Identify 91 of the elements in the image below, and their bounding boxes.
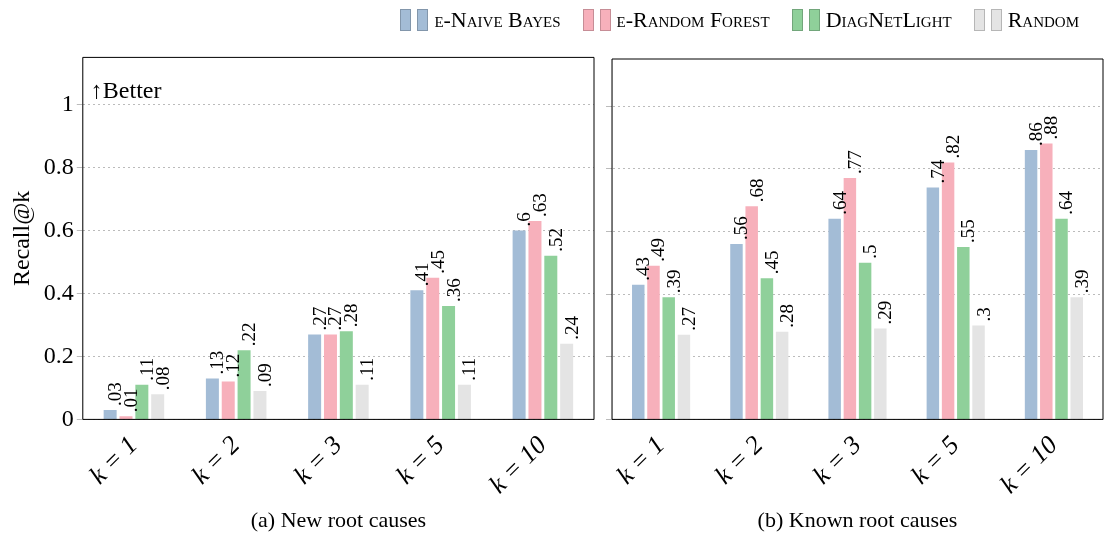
y-tick-label: 0.4 [43, 278, 74, 305]
data-label: .41 [410, 262, 432, 287]
bar [957, 247, 970, 419]
y-tick-label: 1 [61, 89, 74, 116]
data-label: .52 [544, 227, 566, 252]
x-tick-label: k = 2 [185, 429, 246, 490]
bar [119, 416, 133, 419]
bar [745, 206, 758, 419]
bar [410, 290, 424, 419]
data-label: .27 [677, 307, 699, 331]
bar [355, 384, 369, 419]
bar [775, 331, 789, 419]
bar [457, 384, 471, 419]
data-label: .82 [942, 134, 964, 159]
x-tick-label: k = 5 [390, 429, 450, 490]
data-label: .28 [776, 303, 798, 328]
data-label: .55 [957, 219, 979, 244]
annotation: ↑Better [90, 76, 162, 103]
data-label: .28 [340, 303, 362, 328]
y-tick-label: 0.6 [43, 215, 74, 242]
bar [103, 409, 117, 419]
data-label: .64 [1055, 190, 1077, 215]
x-tick-label: k = 1 [83, 429, 143, 490]
bar [323, 334, 337, 419]
legend-label: e-Random Forest [616, 7, 770, 33]
bar [135, 384, 149, 419]
bar [677, 334, 691, 419]
bar [442, 306, 456, 419]
bar [1055, 218, 1068, 419]
data-label: .39 [662, 269, 684, 294]
bar [426, 277, 440, 419]
y-tick-label: 0.8 [43, 152, 74, 179]
data-label: .5 [859, 244, 881, 259]
x-tick-label: k = 10 [994, 429, 1063, 499]
bar [1040, 143, 1053, 419]
data-label: .68 [745, 178, 767, 203]
legend-label: Random [1007, 7, 1079, 33]
data-label: .12 [222, 353, 244, 378]
y-tick-label: 0 [61, 404, 74, 431]
y-axis-title: Recall@k [7, 190, 34, 287]
bar [1024, 149, 1038, 419]
data-label: .74 [926, 159, 948, 184]
bar [221, 381, 235, 419]
data-label: .11 [458, 357, 480, 381]
data-label: .6 [513, 212, 535, 227]
x-tick-label: k = 1 [610, 429, 671, 490]
data-label: .64 [828, 190, 850, 215]
bar [1070, 297, 1083, 419]
x-tick-label: k = 5 [905, 429, 965, 490]
data-label: .11 [356, 357, 378, 381]
data-label: .56 [730, 216, 752, 240]
bar [760, 278, 774, 419]
data-label: .29 [874, 300, 896, 325]
x-axis-title: (a) New root causes [250, 506, 427, 532]
legend-label: e-Naive Bayes [434, 7, 561, 33]
x-tick-label: k = 10 [483, 429, 552, 499]
bar [528, 221, 542, 419]
data-label: .39 [1070, 269, 1092, 294]
bar [874, 328, 887, 419]
bar [560, 343, 574, 419]
x-tick-label: k = 3 [807, 429, 867, 490]
bar [858, 262, 872, 419]
bar [151, 394, 165, 419]
data-label: .3 [972, 307, 994, 322]
bar [828, 218, 841, 419]
y-tick-label: 0.2 [43, 341, 74, 368]
bar [205, 378, 219, 419]
data-label: .45 [760, 250, 782, 275]
bar [926, 187, 940, 419]
data-label: .43 [632, 256, 654, 281]
bar [308, 334, 322, 419]
bar [730, 243, 743, 419]
bar [647, 265, 660, 419]
bar [253, 391, 267, 419]
x-tick-label: k = 2 [708, 429, 769, 490]
bar [237, 350, 251, 419]
data-label: .77 [843, 150, 865, 175]
x-tick-label: k = 3 [288, 429, 348, 490]
bar [544, 255, 558, 419]
bar [632, 284, 645, 419]
bar [662, 297, 675, 419]
data-label: .09 [253, 363, 275, 388]
data-label: .22 [238, 322, 260, 347]
data-label: .36 [442, 278, 464, 303]
bar [512, 230, 526, 419]
data-label: .11 [135, 357, 157, 381]
data-label: .24 [560, 315, 582, 340]
legend-label: DiagNetLight [825, 7, 952, 33]
x-axis-title: (b) Known root causes [757, 506, 958, 532]
bar [972, 325, 985, 419]
bar [339, 331, 353, 419]
